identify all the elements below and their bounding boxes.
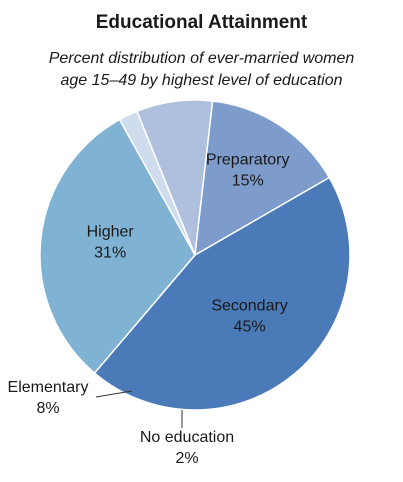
value-label-elementary: 8% (36, 400, 59, 417)
value-label-secondary: 45% (234, 318, 266, 335)
chart-subtitle: Percent distribution of ever-married wom… (0, 48, 403, 92)
subtitle-line-2: age 15–49 by highest level of education (60, 72, 343, 89)
value-label-preparatory: 15% (232, 173, 264, 190)
category-label-preparatory: Preparatory (206, 152, 290, 169)
category-label-higher: Higher (87, 224, 135, 241)
pie-labels: Secondary 45% Higher 31% No education 2% Eleme… (8, 152, 290, 467)
category-label-elementary: Elementary (8, 379, 89, 396)
category-label-secondary: Secondary (211, 297, 288, 314)
pie-slices (39, 99, 351, 411)
chart-title: Educational Attainment (95, 12, 308, 33)
slice-secondary (93, 176, 351, 411)
subtitle-line-1: Percent distribution of ever-married wom… (48, 50, 355, 67)
slice-higher (39, 118, 196, 375)
value-label-no-education: 2% (175, 450, 198, 467)
category-label-no-education: No education (140, 429, 234, 446)
leader-line-elementary (95, 390, 133, 398)
value-label-higher: 31% (94, 245, 126, 262)
slice-preparatory (194, 100, 331, 257)
